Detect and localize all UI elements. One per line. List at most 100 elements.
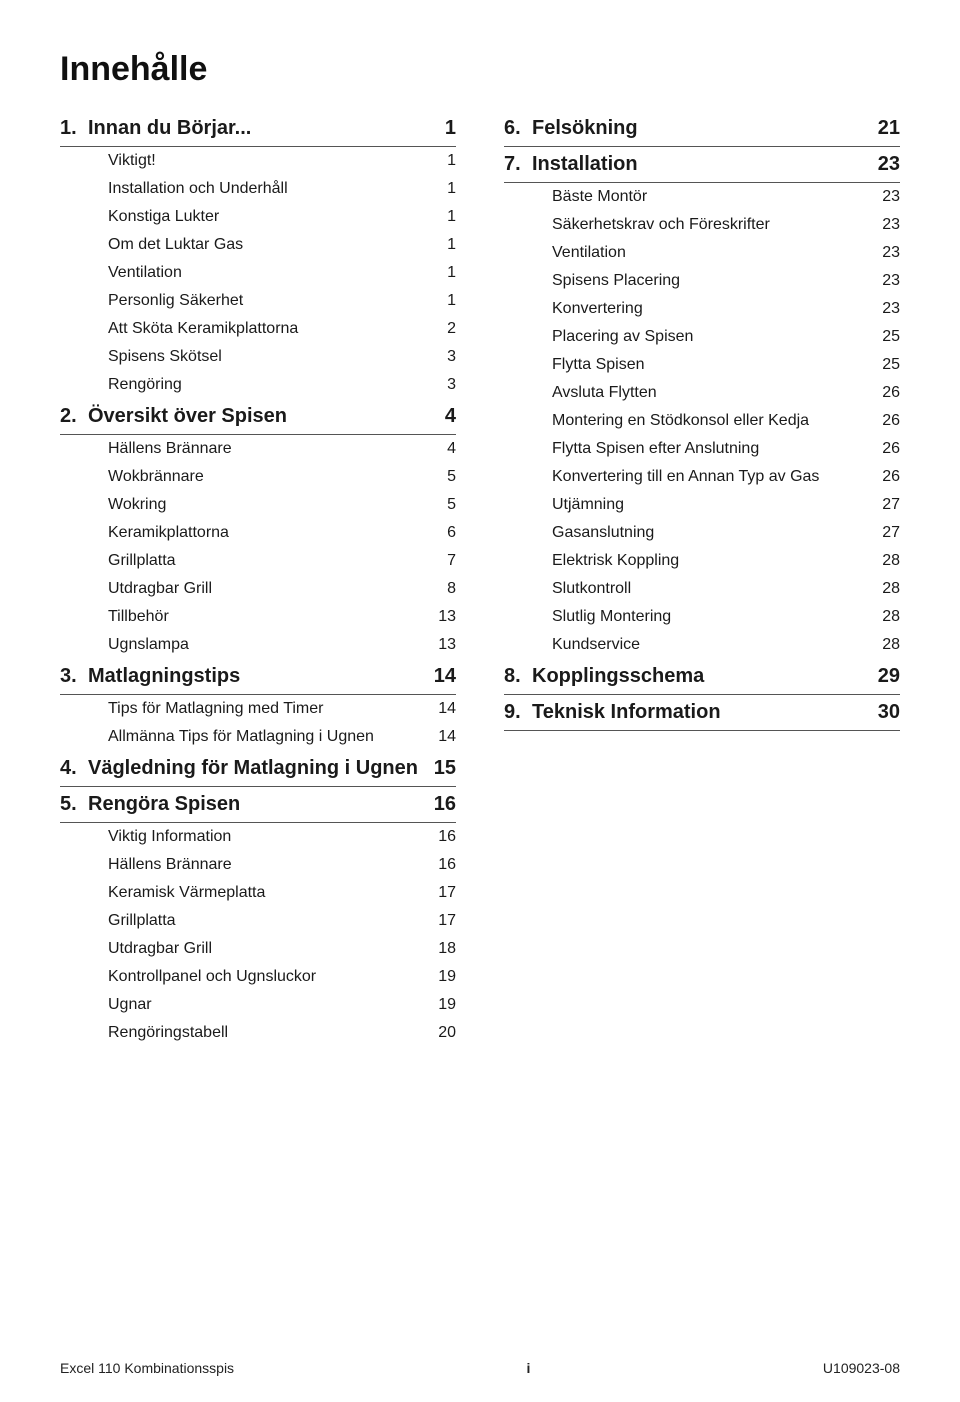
toc-item: Utjämning27 [504,491,900,519]
toc-section-page: 16 [426,793,456,816]
page-footer: Excel 110 Kombinationsspis i U109023-08 [60,1360,900,1376]
toc-item-page: 8 [447,580,456,598]
toc-section-number: 8. [504,665,532,688]
toc-section: 2.Översikt över Spisen4 [60,399,456,435]
toc-item-label: Utdragbar Grill [108,940,438,958]
toc-section-label: Matlagningstips [88,665,426,688]
toc-section-page: 30 [870,701,900,724]
toc-item-label: Tillbehör [108,608,438,626]
toc-item-page: 25 [882,356,900,374]
toc-section-label: Vägledning för Matlagning i Ugnen [88,757,426,780]
toc-item: Grillplatta7 [60,547,456,575]
toc-section-label: Felsökning [532,117,870,140]
toc-item: Ventilation1 [60,259,456,287]
toc-item-page: 1 [447,236,456,254]
toc-item: Kontrollpanel och Ugnsluckor19 [60,963,456,991]
toc-item-label: Grillplatta [108,552,447,570]
toc-section-number: 6. [504,117,532,140]
toc-item-label: Hällens Brännare [108,440,447,458]
toc-item-page: 28 [882,580,900,598]
toc-section-page: 1 [437,117,456,140]
toc-item-page: 23 [882,244,900,262]
toc-item: Keramikplattorna6 [60,519,456,547]
toc-item-page: 1 [447,292,456,310]
toc-item-page: 5 [447,468,456,486]
toc-item-label: Ventilation [552,244,882,262]
toc-section-number: 7. [504,153,532,176]
toc-item-page: 20 [438,1024,456,1042]
toc-item-label: Säkerhetskrav och Föreskrifter [552,216,882,234]
toc-item-label: Kundservice [552,636,882,654]
toc-section: 1.Innan du Börjar...1 [60,111,456,147]
toc-item-page: 19 [438,968,456,986]
toc-item: Utdragbar Grill8 [60,575,456,603]
toc-item-page: 1 [447,208,456,226]
toc-item-label: Viktig Information [108,828,438,846]
toc-section-label: Kopplingsschema [532,665,870,688]
toc-item-page: 14 [438,700,456,718]
toc-item-label: Bäste Montör [552,188,882,206]
toc-item-page: 2 [447,320,456,338]
toc-item: Ugnslampa13 [60,631,456,659]
toc-item-label: Personlig Säkerhet [108,292,447,310]
toc-section-page: 15 [426,757,456,780]
toc-item: Konvertering23 [504,295,900,323]
toc-column-right: 6.Felsökning217.Installation23Bäste Mont… [504,111,900,1047]
toc-item: Viktigt!1 [60,147,456,175]
toc-item-label: Konstiga Lukter [108,208,447,226]
toc-item: Flytta Spisen efter Anslutning26 [504,435,900,463]
toc-item-page: 1 [447,264,456,282]
toc-item-label: Allmänna Tips för Matlagning i Ugnen [108,728,438,746]
toc-item: Spisens Placering23 [504,267,900,295]
toc-item: Att Sköta Keramikplattorna2 [60,315,456,343]
toc-item-page: 7 [447,552,456,570]
toc-item-page: 26 [882,412,900,430]
toc-item: Slutkontroll28 [504,575,900,603]
toc-item-label: Utdragbar Grill [108,580,447,598]
toc-item-page: 1 [447,180,456,198]
toc-item: Bäste Montör23 [504,183,900,211]
toc-item-page: 18 [438,940,456,958]
toc-item-page: 23 [882,272,900,290]
toc-item: Keramisk Värmeplatta17 [60,879,456,907]
toc-item: Gasanslutning27 [504,519,900,547]
toc-section: 3.Matlagningstips14 [60,659,456,695]
toc-item-page: 28 [882,636,900,654]
toc-item-page: 1 [447,152,456,170]
toc-section: 9.Teknisk Information30 [504,695,900,731]
footer-left: Excel 110 Kombinationsspis [60,1360,234,1376]
toc-item-label: Montering en Stödkonsol eller Kedja [552,412,882,430]
toc-item-label: Grillplatta [108,912,438,930]
toc-item-label: Flytta Spisen efter Anslutning [552,440,882,458]
toc-item: Säkerhetskrav och Föreskrifter23 [504,211,900,239]
toc-item-label: Tips för Matlagning med Timer [108,700,438,718]
toc-item-page: 23 [882,216,900,234]
toc-item-page: 27 [882,496,900,514]
toc-item-label: Spisens Skötsel [108,348,447,366]
toc-item-page: 23 [882,300,900,318]
toc-item-page: 6 [447,524,456,542]
toc-item-label: Kontrollpanel och Ugnsluckor [108,968,438,986]
toc-column-left: 1.Innan du Börjar...1Viktigt!1 Installati… [60,111,456,1047]
toc-item-page: 14 [438,728,456,746]
toc-section: 6.Felsökning21 [504,111,900,147]
toc-item-label: Installation och Underhåll [108,180,447,198]
toc-item-label: Keramisk Värmeplatta [108,884,438,902]
toc-item: Allmänna Tips för Matlagning i Ugnen14 [60,723,456,751]
toc-item: Wokbrännare5 [60,463,456,491]
toc-item: Placering av Spisen25 [504,323,900,351]
toc-section: 8.Kopplingsschema29 [504,659,900,695]
toc-item: Elektrisk Koppling28 [504,547,900,575]
page-title: Innehålle [60,50,900,89]
toc-item-page: 16 [438,856,456,874]
toc-item-label: Avsluta Flytten [552,384,882,402]
toc-columns: 1.Innan du Börjar...1Viktigt!1 Installati… [60,111,900,1047]
toc-section-page: 4 [437,405,456,428]
toc-section-number: 5. [60,793,88,816]
toc-item: Om det Luktar Gas1 [60,231,456,259]
toc-section: 7.Installation23 [504,147,900,183]
toc-section-label: Teknisk Information [532,701,870,724]
toc-item-label: Utjämning [552,496,882,514]
toc-item-label: Wokbrännare [108,468,447,486]
toc-section-page: 14 [426,665,456,688]
